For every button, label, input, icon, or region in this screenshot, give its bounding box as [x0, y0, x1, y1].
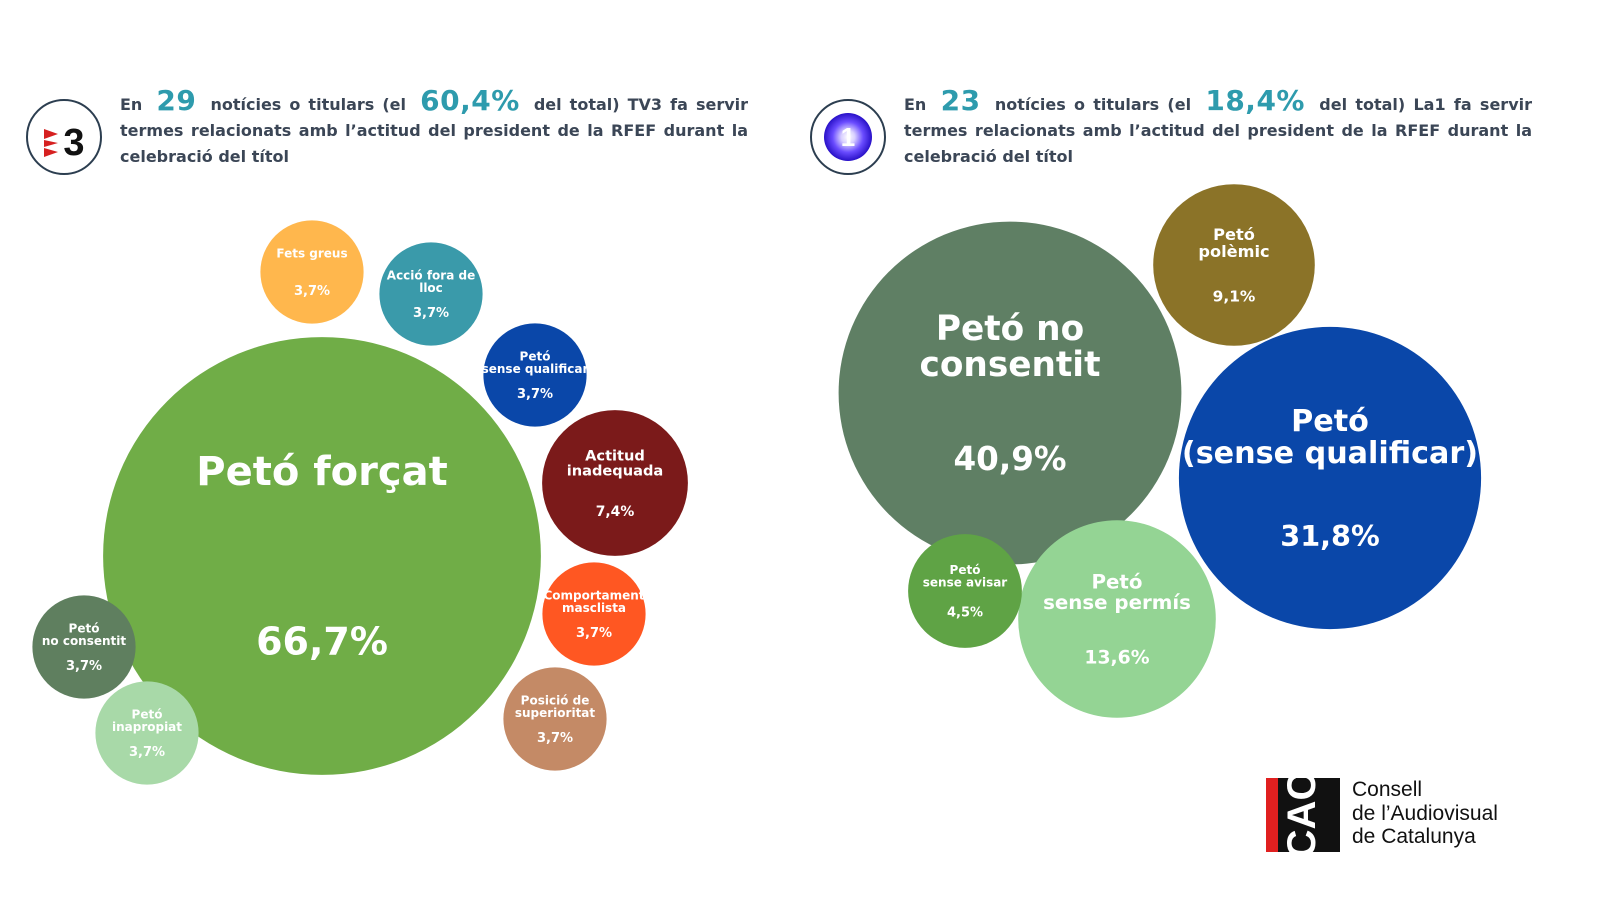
tv3-headline-pre: En	[120, 95, 143, 114]
bubble-label: superioritat	[515, 706, 596, 720]
bubble-label: Actitud	[585, 447, 645, 464]
bubble-circle	[838, 221, 1182, 565]
cac-logo-text: CAC	[1280, 778, 1324, 852]
cac-org-line-2: de l’Audiovisual	[1352, 801, 1498, 825]
bubble-value-label: 3,7%	[66, 659, 102, 674]
bubble-value-label: 31,8%	[1280, 519, 1380, 553]
bubble-circle	[32, 595, 136, 699]
bubble-label: Petó	[520, 350, 551, 364]
bubble-label: (sense qualificar)	[476, 362, 594, 376]
tv3-panel: 3 En 29 notícies o titulars (el 60,4% de…	[26, 87, 749, 175]
bubble-label: lloc	[419, 281, 443, 295]
cac-logo: CAC Consell de l’Audiovisual de Cataluny…	[1266, 778, 1566, 854]
bubble-value-label: 66,7%	[256, 620, 388, 664]
bubble-label: Petó	[1092, 570, 1143, 593]
tv3-logo-mark: 3	[44, 122, 85, 159]
bubble-circle	[379, 242, 483, 346]
la1-logo-text: 1	[840, 121, 856, 152]
la1-headline-post: del total) La1 fa servir termes relacion…	[904, 95, 1532, 166]
bubble-circle	[1178, 326, 1482, 630]
cac-logo-icon: CAC	[1266, 778, 1340, 852]
bubble-value-label: 13,6%	[1084, 648, 1149, 669]
tv3-headline: En 29 notícies o titulars (el 60,4% del …	[120, 87, 749, 170]
la1-logo-orb: 1	[824, 113, 872, 161]
bubble-circle	[542, 562, 646, 666]
la1-panel: 1 En 23 notícies o titulars (el 18,4% de…	[800, 0, 1600, 900]
la1-headline-pre: En	[904, 95, 927, 114]
la1-headline: En 23 notícies o titulars (el 18,4% del …	[904, 87, 1532, 170]
bubble-label: inadequada	[567, 463, 664, 480]
bubble-circle	[95, 681, 199, 785]
bubble-circle	[1018, 520, 1216, 718]
bubble-0-2: Fets greus 3,7%	[260, 220, 364, 324]
la1-logo-icon: 1	[810, 99, 886, 175]
tv3-logo-text: 3	[63, 122, 84, 159]
bubble-label: Posició de	[521, 694, 590, 708]
bubble-label: Petó	[69, 622, 100, 636]
bubble-label: consentit	[920, 345, 1101, 385]
bubble-label: masclista	[562, 601, 626, 615]
bubble-value-label: 3,7%	[413, 306, 449, 321]
cac-org-name: Consell de l’Audiovisual de Catalunya	[1352, 778, 1498, 849]
bubble-label: inapropiat	[112, 720, 182, 734]
bubble-label: Fets greus	[276, 247, 347, 261]
bubble-label: polèmic	[1198, 242, 1269, 261]
bubble-1-1: Petó(sense qualificar) 31,8%	[1178, 326, 1482, 630]
cac-org-line-1: Consell	[1352, 778, 1423, 801]
bubble-circle	[1153, 184, 1315, 346]
tv3-logo-icon: 3	[26, 99, 102, 175]
bubble-label: Comportament	[543, 589, 644, 603]
bubble-label: sense avisar	[923, 576, 1008, 590]
bubble-value-label: 3,7%	[537, 731, 573, 746]
bubble-value-label: 4,5%	[947, 606, 983, 621]
bubble-circle	[503, 667, 607, 771]
bubble-circle	[260, 220, 364, 324]
la1-headline-pct: 18,4%	[1205, 84, 1305, 117]
bubble-value-label: 3,7%	[576, 626, 612, 641]
bubble-value-label: 3,7%	[294, 284, 330, 299]
tv3-headline-mid: notícies o titulars (el	[210, 95, 407, 114]
bubble-0-4: Petó(sense qualificar) 3,7%	[476, 323, 594, 427]
bubble-0-0: Petó forçat 66,7%	[103, 337, 541, 775]
bubble-circle	[103, 337, 541, 775]
bubble-label: Petó forçat	[196, 449, 447, 495]
bubble-value-label: 3,7%	[129, 745, 165, 760]
tv3-headline-pct: 60,4%	[420, 84, 520, 117]
bubble-value-label: 9,1%	[1213, 287, 1256, 305]
bubble-label: sense permís	[1043, 591, 1191, 614]
bubble-circle	[542, 410, 688, 556]
bubble-value-label: 40,9%	[953, 440, 1066, 478]
bubble-label: Petó no	[936, 309, 1084, 349]
bubble-circle	[483, 323, 587, 427]
bubble-label: no consentit	[42, 634, 127, 648]
cac-org-line-3: de Catalunya	[1352, 825, 1476, 848]
tv3-headline-count: 29	[156, 84, 197, 117]
bubble-label: Petó	[1291, 404, 1369, 439]
bubble-label: Petó	[1213, 225, 1255, 244]
tv3-headline-post: del total) TV3 fa servir termes relacion…	[120, 95, 749, 166]
la1-headline-mid: notícies o titulars (el	[994, 95, 1192, 114]
bubble-label: (sense qualificar)	[1182, 436, 1478, 471]
bubble-circle	[908, 534, 1022, 648]
bubble-value-label: 3,7%	[517, 387, 553, 402]
bubble-label: Acció fora de	[387, 269, 475, 283]
bubble-label: Petó	[132, 708, 163, 722]
bubble-value-label: 7,4%	[596, 504, 635, 520]
la1-headline-count: 23	[940, 84, 981, 117]
bubble-label: Petó	[950, 563, 981, 577]
